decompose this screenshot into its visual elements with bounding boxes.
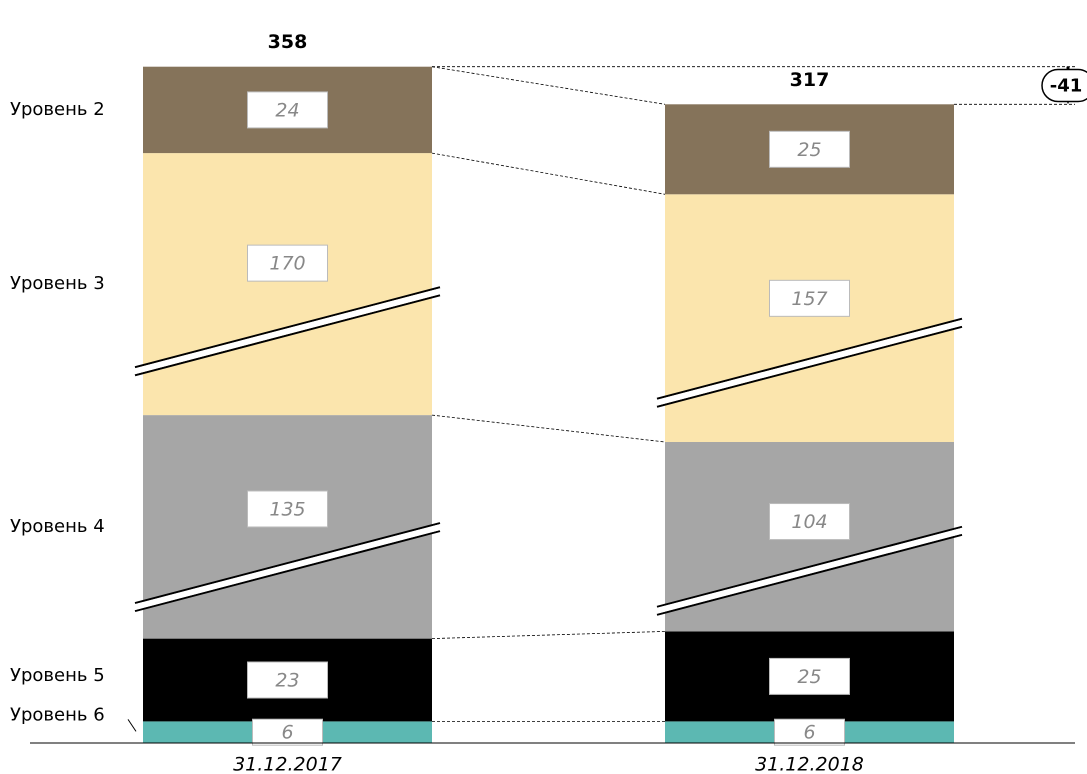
difference-label: -41 [1050,76,1083,97]
label-box [774,718,845,746]
legend-label: Уровень 3 [10,273,105,294]
legend-label: Уровень 6 [10,704,105,725]
data-label: 6 [803,722,815,744]
connector [431,631,666,639]
data-label: 25 [797,666,821,688]
data-label: 23 [275,670,299,692]
label-box [247,661,328,699]
break-mark [656,533,963,616]
label-box [769,657,850,695]
connector [431,66,666,105]
label-box [769,279,850,317]
connector [431,152,666,195]
label-box [252,718,323,746]
break-mark [656,525,963,608]
break-gap [657,319,962,406]
data-label: 170 [269,253,305,275]
data-label: 104 [791,511,827,533]
difference-badge [1041,68,1087,103]
break-gap [135,524,440,611]
legend-label: Уровень 5 [10,665,105,686]
break-mark [134,522,441,605]
break-mark [134,530,441,613]
label-box [247,244,328,282]
data-label: 6 [281,722,293,744]
break-mark [134,286,441,369]
break-mark [134,294,441,377]
break-mark [656,317,963,400]
label-box [247,91,328,129]
label-box [247,490,328,528]
total-label: 317 [790,69,830,91]
data-label: 157 [791,288,827,310]
break-mark [656,325,963,408]
data-label: 25 [797,139,821,161]
legend-label: Уровень 2 [10,99,105,120]
break-gap [135,288,440,375]
x-tick-label: 31.12.2018 [755,754,864,774]
x-tick-label: 31.12.2017 [233,754,342,774]
connector [431,414,666,443]
bar-segment [143,153,432,416]
bar-segment [665,194,954,442]
data-label: 135 [269,498,305,520]
label-box [769,503,850,541]
legend-label: Уровень 4 [10,516,105,537]
break-gap [657,527,962,614]
total-label: 358 [268,31,308,53]
data-label: 24 [275,99,299,121]
label-box [769,130,850,168]
leader [127,719,137,732]
